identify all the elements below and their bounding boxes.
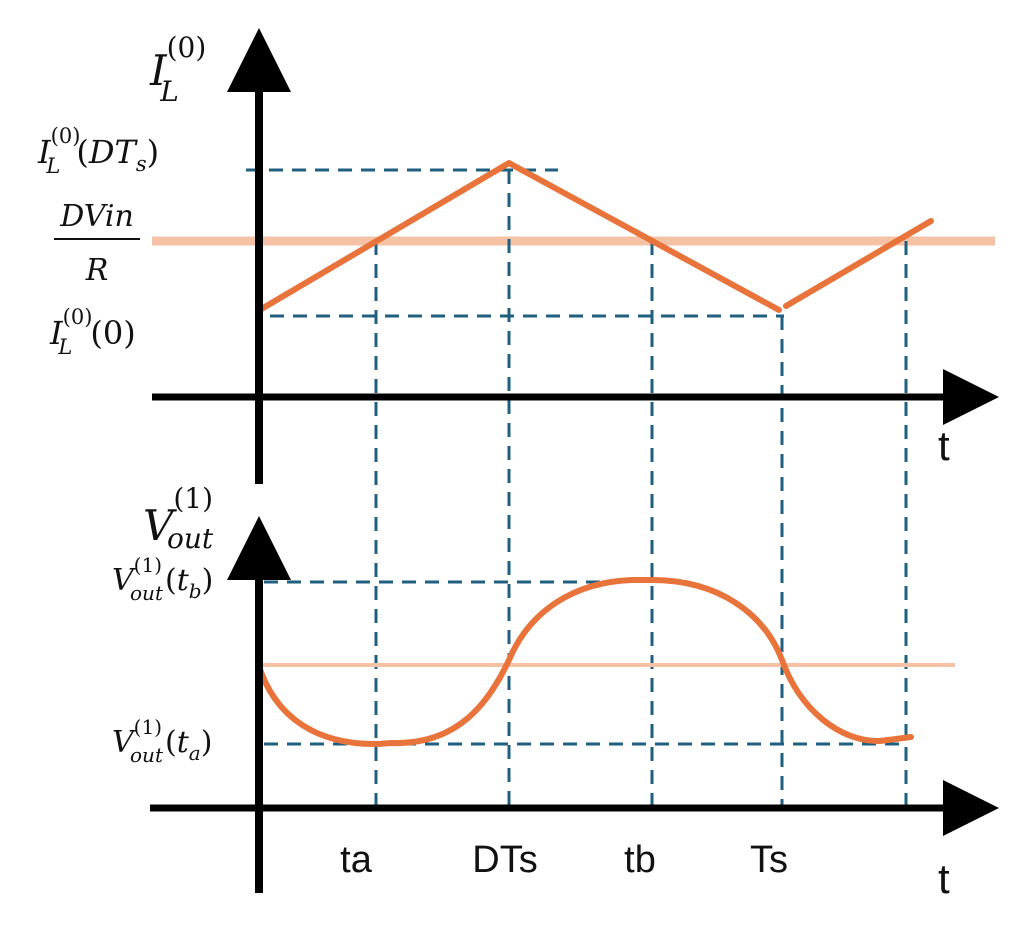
bottom-guides (264, 580, 906, 746)
average-label-numerator: DVin (59, 199, 134, 234)
bottom-t-axis-label: t (938, 855, 950, 902)
bottom-y-axis-label: V(1) out (143, 482, 214, 555)
top-t-axis-label: t (938, 422, 950, 469)
output-voltage-plot: V(1) out t V(1) out(tb) V(1) out(ta) ta DTs… (112, 482, 999, 902)
max-voltage-label: V(1) out(tb) (112, 553, 213, 605)
tick-dts: DTs (472, 839, 537, 881)
tick-ts: Ts (750, 839, 788, 881)
inductor-current-plot: I(0) L t I(0) L (DTs) DVin R I(0) L (0) (37, 28, 999, 808)
inductor-current-waveform (255, 160, 782, 314)
inductor-current-waveform-rise (783, 218, 934, 309)
top-guides (246, 168, 908, 808)
average-label-denominator: R (85, 253, 109, 288)
tick-ta: ta (340, 839, 373, 881)
output-voltage-waveform (255, 577, 914, 748)
peak-current-label: I(0) L (DTs) (37, 124, 159, 178)
initial-current-label: I(0) L (0) (49, 305, 136, 359)
top-y-axis-label: I(0) L (149, 31, 206, 108)
average-current-label: DVin R (54, 199, 140, 288)
min-voltage-label: V(1) out(ta) (112, 715, 212, 767)
tick-tb: tb (624, 839, 656, 881)
